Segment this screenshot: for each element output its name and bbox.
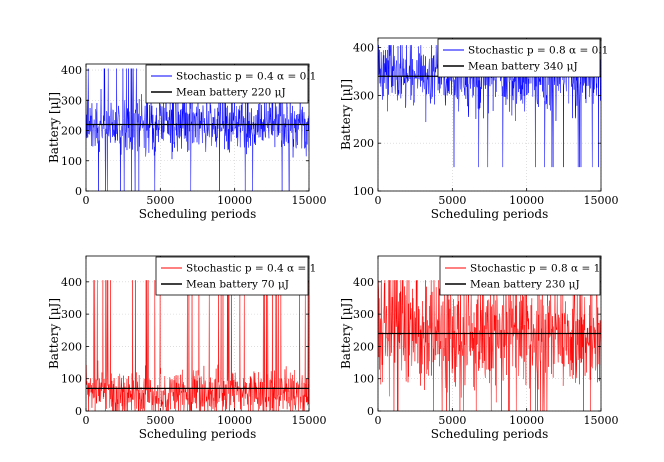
axes-frame (85, 63, 310, 192)
x-tick-label: 0 (375, 414, 382, 427)
subplot-4: 0 5000 10000 15000 0 100 200 300 400 Scheduling p… (339, 255, 619, 441)
axes-frame (377, 255, 602, 412)
y-tick-label: 300 (353, 89, 374, 102)
x-tick-label: 5000 (438, 414, 466, 427)
x-tick-label: 5000 (438, 194, 466, 207)
legend-box (145, 64, 309, 104)
legend: Stochastic p = 0.8 α = 0.1 Mean battery 3… (437, 38, 608, 78)
y-tick-label: 300 (61, 94, 82, 107)
y-tick-label: 0 (75, 185, 82, 198)
legend-label: Mean battery 230 μJ (470, 279, 580, 291)
legend-label: Mean battery 340 μJ (468, 61, 578, 73)
y-tick-label: 0 (367, 405, 374, 418)
y-axis-label: Battery [μJ] (339, 298, 353, 369)
y-axis-label: Battery [μJ] (339, 79, 353, 150)
x-tick-label: 15000 (584, 414, 619, 427)
x-tick-label: 5000 (146, 194, 174, 207)
y-tick-label: 0 (75, 405, 82, 418)
subplot-1: 0 5000 10000 15000 0 100 200 300 400 Scheduling p… (47, 63, 327, 221)
series-line-stochastic (378, 44, 601, 168)
series-line-stochastic (86, 280, 309, 411)
x-tick-label: 10000 (217, 414, 252, 427)
x-axis-label: Scheduling periods (139, 427, 257, 441)
legend-label: Mean battery 220 μJ (176, 87, 286, 99)
x-axis-label: Scheduling periods (139, 207, 257, 221)
y-tick-label: 200 (353, 137, 374, 150)
legend-box (155, 256, 309, 296)
x-axis-label: Scheduling periods (431, 427, 549, 441)
x-tick-label: 15000 (584, 194, 619, 207)
y-axis-label: Battery [μJ] (47, 92, 61, 163)
x-tick-label: 0 (375, 194, 382, 207)
x-tick-label: 0 (83, 194, 90, 207)
x-tick-label: 0 (83, 414, 90, 427)
legend-label: Mean battery 70 μJ (186, 279, 289, 291)
y-tick-label: 400 (61, 276, 82, 289)
y-axis-label: Battery [μJ] (47, 298, 61, 369)
legend: Stochastic p = 0.4 α = 0.1 Mean battery 2… (145, 64, 316, 104)
axes-frame (377, 37, 602, 192)
y-tick-label: 400 (61, 64, 82, 77)
x-tick-label: 15000 (292, 414, 327, 427)
y-tick-label: 100 (61, 155, 82, 168)
y-tick-label: 400 (353, 276, 374, 289)
subplot-2: 0 5000 10000 15000 100 200 300 400 Scheduling pe… (339, 37, 619, 221)
legend-box (439, 256, 601, 296)
legend-label: Stochastic p = 0.8 α = 1 (470, 263, 600, 275)
subplot-3: 0 5000 10000 15000 0 100 200 300 400 Scheduling p… (47, 255, 327, 441)
y-tick-label: 200 (353, 340, 374, 353)
axes-frame (85, 255, 310, 412)
legend-label: Stochastic p = 0.4 α = 1 (186, 263, 316, 275)
y-tick-label: 100 (353, 373, 374, 386)
legend: Stochastic p = 0.8 α = 1 Mean battery 230… (439, 256, 601, 296)
x-tick-label: 10000 (509, 414, 544, 427)
legend-label: Stochastic p = 0.4 α = 0.1 (176, 71, 316, 83)
legend-box (437, 38, 601, 78)
x-tick-label: 10000 (509, 194, 544, 207)
y-tick-label: 100 (353, 185, 374, 198)
y-tick-label: 300 (353, 308, 374, 321)
y-tick-label: 400 (353, 42, 374, 55)
y-tick-label: 200 (61, 340, 82, 353)
legend: Stochastic p = 0.4 α = 1 Mean battery 70 … (155, 256, 316, 296)
series-line-stochastic (86, 68, 309, 191)
legend-label: Stochastic p = 0.8 α = 0.1 (468, 45, 608, 57)
x-tick-label: 10000 (217, 194, 252, 207)
x-tick-label: 5000 (146, 414, 174, 427)
y-tick-label: 300 (61, 308, 82, 321)
y-tick-label: 100 (61, 373, 82, 386)
series-line-stochastic (378, 279, 601, 411)
y-tick-label: 200 (61, 125, 82, 138)
x-axis-label: Scheduling periods (431, 207, 549, 221)
x-tick-label: 15000 (292, 194, 327, 207)
